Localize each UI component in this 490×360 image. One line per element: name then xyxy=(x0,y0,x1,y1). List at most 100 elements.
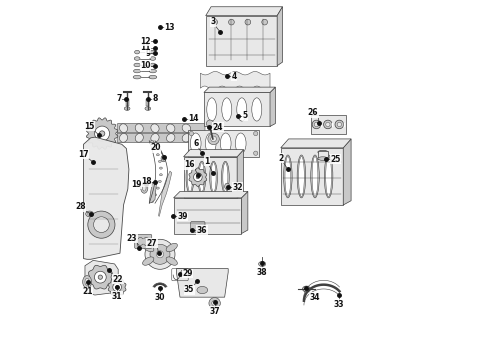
Ellipse shape xyxy=(182,134,191,142)
Text: 3: 3 xyxy=(211,17,216,26)
Text: 15: 15 xyxy=(84,122,94,131)
Circle shape xyxy=(156,251,164,258)
Text: 8: 8 xyxy=(152,94,157,103)
Ellipse shape xyxy=(326,157,331,197)
Ellipse shape xyxy=(85,278,89,285)
Ellipse shape xyxy=(318,150,328,154)
Ellipse shape xyxy=(151,124,159,132)
Circle shape xyxy=(253,151,258,156)
Text: 4: 4 xyxy=(231,72,237,81)
Circle shape xyxy=(116,285,119,289)
Ellipse shape xyxy=(224,183,230,190)
Text: 21: 21 xyxy=(83,287,93,296)
Polygon shape xyxy=(281,139,351,148)
Ellipse shape xyxy=(124,107,130,111)
Bar xyxy=(147,99,149,106)
Circle shape xyxy=(326,122,330,127)
Circle shape xyxy=(209,297,221,309)
Ellipse shape xyxy=(186,161,194,193)
Text: 26: 26 xyxy=(308,108,318,117)
Text: 25: 25 xyxy=(331,155,341,164)
Text: 13: 13 xyxy=(164,23,175,32)
Circle shape xyxy=(194,173,202,181)
Bar xyxy=(206,16,277,66)
Polygon shape xyxy=(159,171,172,216)
Ellipse shape xyxy=(205,133,216,154)
Polygon shape xyxy=(200,72,270,90)
Polygon shape xyxy=(184,150,244,157)
Ellipse shape xyxy=(134,69,141,73)
Ellipse shape xyxy=(198,161,206,193)
Text: 29: 29 xyxy=(182,269,193,278)
Text: 11: 11 xyxy=(140,43,151,52)
Ellipse shape xyxy=(237,98,247,121)
Text: 1: 1 xyxy=(204,157,209,166)
Bar xyxy=(173,198,242,234)
Text: 34: 34 xyxy=(309,293,320,302)
Circle shape xyxy=(212,19,218,25)
Ellipse shape xyxy=(221,161,229,193)
Text: 10: 10 xyxy=(140,61,151,70)
Ellipse shape xyxy=(154,147,157,149)
Circle shape xyxy=(95,126,110,141)
Circle shape xyxy=(94,217,109,233)
Text: 19: 19 xyxy=(131,180,142,189)
Polygon shape xyxy=(237,150,244,198)
Ellipse shape xyxy=(120,134,127,142)
Circle shape xyxy=(113,283,122,292)
Ellipse shape xyxy=(156,154,159,156)
Text: 5: 5 xyxy=(242,111,247,120)
Circle shape xyxy=(335,120,343,129)
Bar xyxy=(184,157,237,198)
Circle shape xyxy=(196,176,199,179)
FancyBboxPatch shape xyxy=(117,123,205,133)
Text: 23: 23 xyxy=(126,234,137,243)
Circle shape xyxy=(95,271,106,283)
Circle shape xyxy=(312,120,321,129)
Polygon shape xyxy=(173,192,248,198)
Ellipse shape xyxy=(161,156,166,162)
Ellipse shape xyxy=(162,157,165,160)
Polygon shape xyxy=(83,137,129,259)
Ellipse shape xyxy=(166,257,177,265)
Ellipse shape xyxy=(167,124,175,132)
Ellipse shape xyxy=(220,133,231,154)
Ellipse shape xyxy=(149,75,157,79)
Bar xyxy=(188,130,259,157)
Text: 9: 9 xyxy=(146,49,151,58)
Circle shape xyxy=(337,122,342,127)
Ellipse shape xyxy=(235,133,246,154)
Ellipse shape xyxy=(190,133,201,154)
Polygon shape xyxy=(242,192,248,234)
Ellipse shape xyxy=(284,155,292,198)
Ellipse shape xyxy=(150,50,155,54)
Polygon shape xyxy=(176,269,228,297)
Text: 18: 18 xyxy=(141,177,151,186)
Ellipse shape xyxy=(143,243,154,252)
Polygon shape xyxy=(89,265,112,289)
Ellipse shape xyxy=(151,134,159,142)
Ellipse shape xyxy=(88,212,92,215)
FancyBboxPatch shape xyxy=(135,234,152,249)
Text: 32: 32 xyxy=(232,183,243,192)
Polygon shape xyxy=(343,139,351,205)
Polygon shape xyxy=(108,278,126,296)
Ellipse shape xyxy=(135,124,143,132)
Ellipse shape xyxy=(285,157,291,197)
Polygon shape xyxy=(86,118,118,149)
Ellipse shape xyxy=(211,163,216,192)
Circle shape xyxy=(228,19,234,25)
Circle shape xyxy=(262,19,268,25)
Bar xyxy=(281,148,343,205)
Ellipse shape xyxy=(182,124,191,132)
Ellipse shape xyxy=(86,211,94,217)
Polygon shape xyxy=(85,260,118,295)
FancyBboxPatch shape xyxy=(117,133,205,143)
Ellipse shape xyxy=(188,163,193,192)
Text: 7: 7 xyxy=(117,94,122,103)
Ellipse shape xyxy=(158,160,161,162)
Bar xyxy=(204,93,270,126)
Bar xyxy=(126,99,128,106)
Polygon shape xyxy=(204,87,275,93)
FancyBboxPatch shape xyxy=(191,221,205,232)
